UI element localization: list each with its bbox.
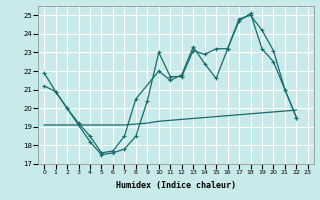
X-axis label: Humidex (Indice chaleur): Humidex (Indice chaleur) (116, 181, 236, 190)
